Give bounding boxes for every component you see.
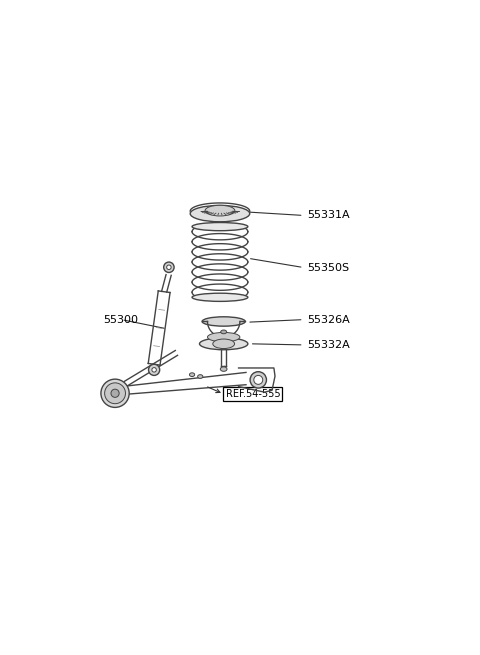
Text: 55300: 55300 [103, 314, 138, 325]
Ellipse shape [205, 205, 235, 216]
Ellipse shape [111, 389, 119, 398]
Ellipse shape [105, 383, 125, 403]
Ellipse shape [152, 367, 156, 372]
Text: 55326A: 55326A [307, 314, 350, 325]
Ellipse shape [190, 206, 250, 222]
Ellipse shape [164, 262, 174, 272]
Ellipse shape [198, 375, 203, 379]
Text: 55332A: 55332A [307, 340, 350, 350]
Ellipse shape [192, 293, 248, 301]
Ellipse shape [192, 223, 248, 231]
Ellipse shape [250, 371, 266, 388]
Ellipse shape [101, 379, 129, 407]
Ellipse shape [148, 364, 160, 375]
Ellipse shape [202, 317, 245, 326]
Ellipse shape [221, 330, 227, 334]
Ellipse shape [190, 373, 195, 377]
Text: REF.54-555: REF.54-555 [226, 389, 280, 399]
Ellipse shape [220, 367, 227, 371]
Ellipse shape [207, 332, 240, 342]
Ellipse shape [254, 375, 263, 384]
Ellipse shape [213, 339, 235, 348]
Text: 55331A: 55331A [307, 210, 350, 221]
Text: 55350S: 55350S [307, 263, 349, 272]
Ellipse shape [167, 265, 171, 269]
Ellipse shape [200, 338, 248, 350]
